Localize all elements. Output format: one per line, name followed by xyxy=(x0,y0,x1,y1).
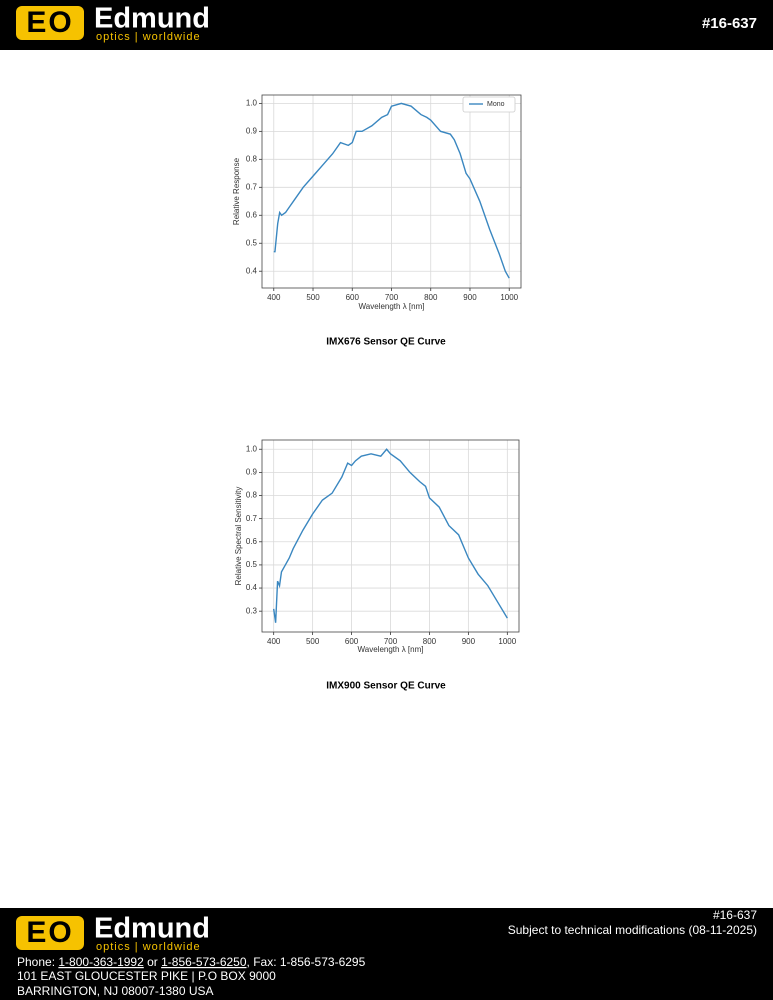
y-tick-label: 0.6 xyxy=(246,210,258,219)
y-tick-label: 0.9 xyxy=(246,467,258,476)
legend-label: Mono xyxy=(487,101,505,108)
logo-mark: EO xyxy=(26,6,73,39)
y-tick-label: 0.9 xyxy=(246,126,258,135)
part-number: #16-637 xyxy=(713,908,757,922)
chart-caption: IMX676 Sensor QE Curve xyxy=(326,337,446,348)
phone-text: or xyxy=(144,955,161,969)
x-tick-label: 1000 xyxy=(498,637,516,646)
y-tick-label: 1.0 xyxy=(246,99,258,108)
plot-frame xyxy=(261,94,522,289)
data-line xyxy=(272,448,508,623)
y-tick-label: 0.4 xyxy=(246,583,258,592)
brand: Edmund xyxy=(94,913,210,945)
plot-frame xyxy=(261,439,520,633)
phone-link[interactable]: 1-800-363-1992 xyxy=(58,955,144,969)
y-axis-label: Relative Response xyxy=(232,157,241,225)
phone-link[interactable]: 1-856-573-6250 xyxy=(161,955,247,969)
x-tick-label: 600 xyxy=(345,637,359,646)
x-tick-label: 900 xyxy=(463,293,477,302)
phone-line: Phone: 1-800-363-1992 or 1-856-573-6250,… xyxy=(17,955,366,969)
x-axis-label: Wavelength λ [nm] xyxy=(358,645,424,654)
y-tick-label: 0.7 xyxy=(246,182,258,191)
x-tick-label: 400 xyxy=(267,637,281,646)
tagline: optics | worldwide xyxy=(96,31,201,43)
x-axis-label: Wavelength λ [nm] xyxy=(359,302,425,311)
x-tick-label: 1000 xyxy=(500,293,518,302)
y-tick-label: 0.6 xyxy=(246,537,258,546)
y-tick-label: 0.7 xyxy=(246,514,258,523)
y-tick-label: 0.8 xyxy=(246,154,258,163)
address-line: BARRINGTON, NJ 08007-1380 USA xyxy=(17,984,214,998)
y-tick-label: 0.8 xyxy=(246,491,258,500)
chart-caption: IMX900 Sensor QE Curve xyxy=(326,681,446,692)
x-tick-label: 500 xyxy=(306,293,320,302)
x-tick-label: 900 xyxy=(462,637,476,646)
y-tick-label: 0.4 xyxy=(246,266,258,275)
y-tick-label: 0.3 xyxy=(246,606,258,615)
y-tick-label: 0.5 xyxy=(246,238,258,247)
address-line: 101 EAST GLOUCESTER PIKE | P.O BOX 9000 xyxy=(17,969,276,983)
phone-text: , Fax: 1-856-573-6295 xyxy=(247,955,366,969)
x-tick-label: 800 xyxy=(424,293,438,302)
phone-text: Phone: xyxy=(17,955,58,969)
y-axis-label: Relative Spectral Sensitivity xyxy=(234,487,243,586)
logo-badge xyxy=(16,6,84,40)
x-tick-label: 700 xyxy=(384,637,398,646)
x-tick-label: 400 xyxy=(267,293,281,302)
notice: Subject to technical modifications (08-1… xyxy=(508,923,757,937)
legend-box xyxy=(462,96,516,113)
header-band xyxy=(0,0,773,50)
x-tick-label: 500 xyxy=(306,637,320,646)
part-number: #16-637 xyxy=(702,15,757,32)
x-tick-label: 700 xyxy=(385,293,399,302)
footer-band xyxy=(0,908,773,1000)
y-tick-label: 1.0 xyxy=(246,444,258,453)
logo-badge xyxy=(16,916,84,950)
logo-mark: EO xyxy=(26,916,73,949)
y-tick-label: 0.5 xyxy=(246,560,258,569)
tagline: optics | worldwide xyxy=(96,941,201,953)
x-tick-label: 600 xyxy=(346,293,360,302)
brand: Edmund xyxy=(94,3,210,35)
data-line xyxy=(273,102,510,279)
x-tick-label: 800 xyxy=(423,637,437,646)
